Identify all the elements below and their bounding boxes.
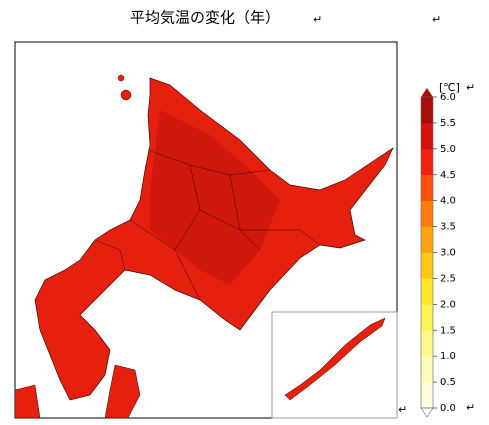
colorbar-band bbox=[421, 148, 433, 176]
colorbar-end bbox=[420, 407, 434, 418]
paragraph-mark: ↵ bbox=[466, 81, 475, 94]
colorbar: [℃] ↵ ↵ 0.0 0.5 1.0 1.5 2.0 2.5 3.0 3.5 4.0 4.5 5.… bbox=[420, 81, 475, 418]
colorbar-tick-label: 3.5 bbox=[440, 222, 456, 233]
paragraph-mark: ↵ bbox=[313, 13, 322, 26]
colorbar-band bbox=[421, 200, 433, 227]
island bbox=[120, 89, 132, 101]
colorbar-tick-label: 0.0 bbox=[440, 403, 456, 414]
colorbar-tick-label: 4.5 bbox=[440, 170, 456, 181]
colorbar-band bbox=[421, 226, 433, 253]
colorbar-tick-label: 5.5 bbox=[440, 118, 456, 129]
interior-warm bbox=[150, 110, 280, 285]
colorbar-band bbox=[421, 174, 433, 201]
colorbar-band bbox=[421, 382, 433, 409]
colorbar-band bbox=[421, 304, 433, 331]
island bbox=[117, 74, 125, 82]
colorbar-tick-label: 1.0 bbox=[440, 351, 456, 362]
honshu-tip bbox=[104, 364, 141, 419]
colorbar-band bbox=[421, 97, 433, 124]
colorbar-band bbox=[421, 330, 433, 357]
colorbar-band bbox=[421, 252, 433, 279]
colorbar-band bbox=[421, 278, 433, 305]
colorbar-tick-label: 3.0 bbox=[440, 248, 456, 259]
colorbar-tick-label: 2.0 bbox=[440, 299, 456, 310]
paragraph-mark: ↵ bbox=[398, 403, 407, 416]
subprefecture-borders bbox=[94, 149, 321, 301]
colorbar-label: [℃] bbox=[439, 81, 460, 94]
colorbar-end bbox=[421, 88, 433, 97]
coast bbox=[14, 384, 41, 419]
colorbar-tick-label: 6.0 bbox=[440, 92, 456, 103]
title: 平均気温の変化（年） bbox=[130, 9, 280, 27]
colorbar-tick-label: 2.5 bbox=[440, 273, 456, 284]
paragraph-mark: ↵ bbox=[466, 401, 475, 414]
colorbar-band bbox=[421, 122, 433, 150]
colorbar-tick-label: 4.0 bbox=[440, 196, 456, 207]
colorbar-tick-label: 0.5 bbox=[440, 377, 456, 388]
inset-islands bbox=[284, 317, 386, 401]
colorbar-tick-label: 5.0 bbox=[440, 144, 456, 155]
colorbar-tick-label: 1.5 bbox=[440, 325, 456, 336]
paragraph-mark: ↵ bbox=[432, 13, 441, 26]
map bbox=[14, 41, 398, 419]
colorbar-band bbox=[421, 356, 433, 383]
